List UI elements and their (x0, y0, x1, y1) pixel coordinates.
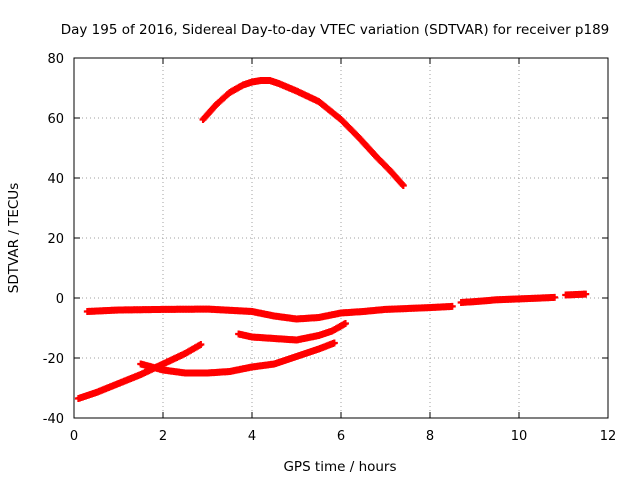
y-tick-label: 40 (47, 172, 64, 187)
y-tick-label: -20 (43, 352, 64, 367)
series-5 (74, 341, 205, 402)
x-tick-label: 10 (511, 429, 528, 444)
x-tick-label: 8 (426, 429, 434, 444)
data-point (399, 182, 407, 189)
axis-ticks: 0 2 4 6 8 10 12 -40 -20 0 20 40 60 80 (43, 52, 617, 444)
data-point (330, 339, 338, 347)
y-tick-label: 20 (47, 232, 64, 247)
series-1 (199, 77, 407, 189)
x-tick-label: 2 (159, 429, 167, 444)
data-point (551, 293, 559, 301)
series-2 (83, 302, 456, 323)
x-tick-label: 12 (600, 429, 617, 444)
y-tick-label: 80 (47, 52, 64, 67)
x-tick-label: 4 (248, 429, 256, 444)
series-7 (235, 320, 349, 344)
data-point (341, 320, 349, 327)
y-tick-label: 0 (56, 292, 64, 307)
data-series (74, 77, 590, 402)
chart-title: Day 195 of 2016, Sidereal Day-to-day VTE… (61, 22, 610, 38)
series-4 (562, 290, 590, 299)
series-3 (457, 293, 559, 306)
data-point (448, 302, 456, 310)
x-axis-label: GPS time / hours (283, 459, 396, 475)
y-axis-label: SDTVAR / TECUs (6, 183, 22, 293)
x-tick-label: 6 (337, 429, 345, 444)
y-tick-label: 60 (47, 112, 64, 127)
data-point (197, 341, 205, 348)
y-tick-label: -40 (43, 412, 64, 427)
series-6 (137, 339, 338, 377)
data-point (582, 290, 590, 298)
x-tick-label: 0 (70, 429, 78, 444)
